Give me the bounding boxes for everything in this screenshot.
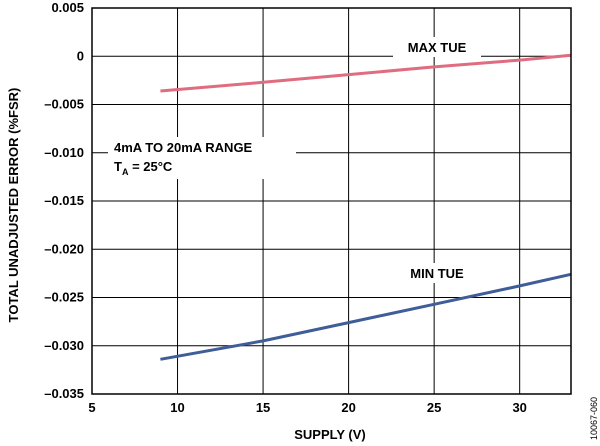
min-tue-label-bg xyxy=(393,263,481,283)
y-tick-label-2: –0.005 xyxy=(44,97,84,112)
y-tick-label-4: –0.015 xyxy=(44,193,84,208)
x-tick-label-0: 5 xyxy=(88,400,95,415)
y-axis-label: TOTAL UNADJUSTED ERROR (%FSR) xyxy=(6,88,21,323)
y-tick-label-5: –0.020 xyxy=(44,241,84,256)
min-tue-label: MIN TUE xyxy=(410,266,464,281)
figure-id: 10067-060 xyxy=(589,397,599,440)
y-tick-label-1: 0 xyxy=(77,48,84,63)
max-tue-label: MAX TUE xyxy=(408,40,467,55)
x-tick-labels: 5 10 15 20 25 30 xyxy=(88,400,527,415)
x-tick-label-5: 30 xyxy=(512,400,526,415)
x-axis-label: SUPPLY (V) xyxy=(294,427,366,442)
x-tick-label-4: 25 xyxy=(427,400,441,415)
y-tick-label-8: –0.035 xyxy=(44,386,84,401)
y-tick-label-7: –0.030 xyxy=(44,338,84,353)
annotation-bg xyxy=(108,137,296,179)
series-line-min-tue xyxy=(160,272,572,361)
annotation-range: 4mA TO 20mA RANGE xyxy=(114,140,253,155)
y-tick-label-0: 0.005 xyxy=(51,0,84,15)
x-tick-label-2: 15 xyxy=(256,400,270,415)
annotation-temp-main: T xyxy=(114,159,122,174)
x-tick-label-1: 10 xyxy=(170,400,184,415)
y-tick-label-6: –0.025 xyxy=(44,290,84,305)
grid xyxy=(91,7,571,395)
annotation-temp: TA = 25°C xyxy=(114,159,173,177)
y-tick-labels: 0.005 0 –0.005 –0.010 –0.015 –0.020 –0.025 –0.0… xyxy=(44,0,84,401)
y-tick-label-3: –0.010 xyxy=(44,145,84,160)
annotation-temp-rest: = 25°C xyxy=(128,159,172,174)
max-tue-label-bg xyxy=(393,37,481,57)
plot-frame xyxy=(91,7,572,395)
series-line-max-tue xyxy=(160,53,572,93)
x-tick-label-3: 20 xyxy=(341,400,355,415)
annotation-temp-sub: A xyxy=(122,167,129,177)
series-layer xyxy=(160,53,572,361)
